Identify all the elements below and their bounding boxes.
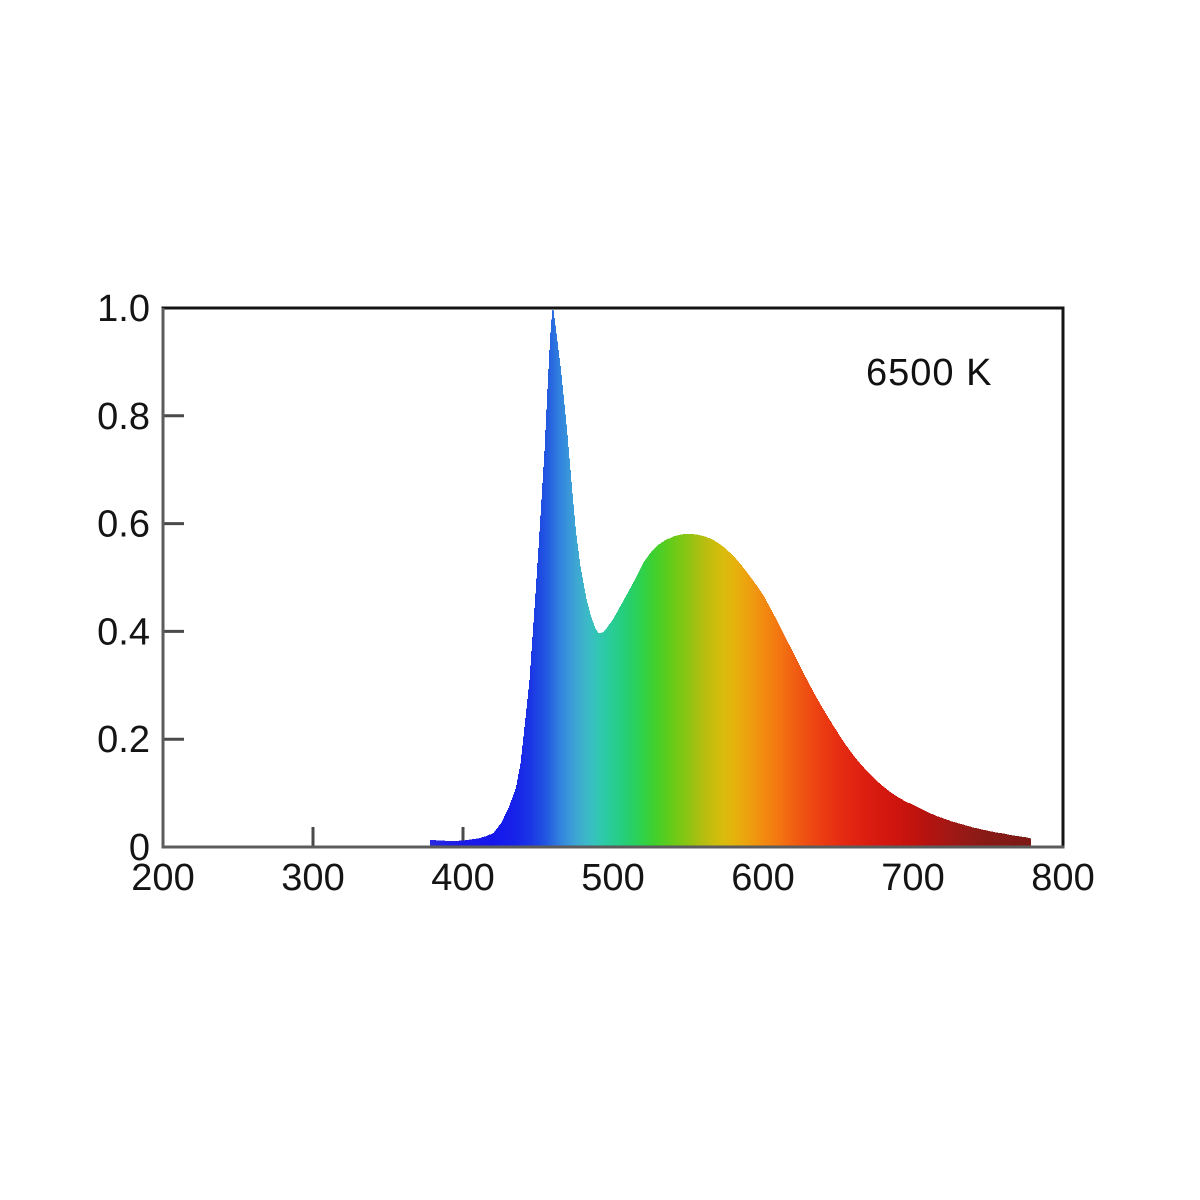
x-tick-label: 600 — [731, 857, 794, 899]
spectrum-area — [430, 309, 1031, 848]
y-tick-label: 0.8 — [97, 396, 150, 438]
y-tick-label: 1.0 — [97, 288, 150, 330]
x-tick-label: 400 — [431, 857, 494, 899]
y-tick-label: 0.4 — [97, 611, 150, 653]
y-tick-label: 0 — [129, 827, 150, 869]
x-tick-label: 200 — [131, 857, 194, 899]
x-tick-label: 500 — [581, 857, 644, 899]
y-tick-label: 0.6 — [97, 504, 150, 546]
y-tick-label: 0.2 — [97, 719, 150, 761]
color-temperature-label: 6500 K — [866, 352, 993, 394]
plot-border — [161, 306, 1065, 849]
x-tick-label: 300 — [281, 857, 344, 899]
x-tick-label: 800 — [1031, 857, 1094, 899]
x-tick-label: 700 — [881, 857, 944, 899]
